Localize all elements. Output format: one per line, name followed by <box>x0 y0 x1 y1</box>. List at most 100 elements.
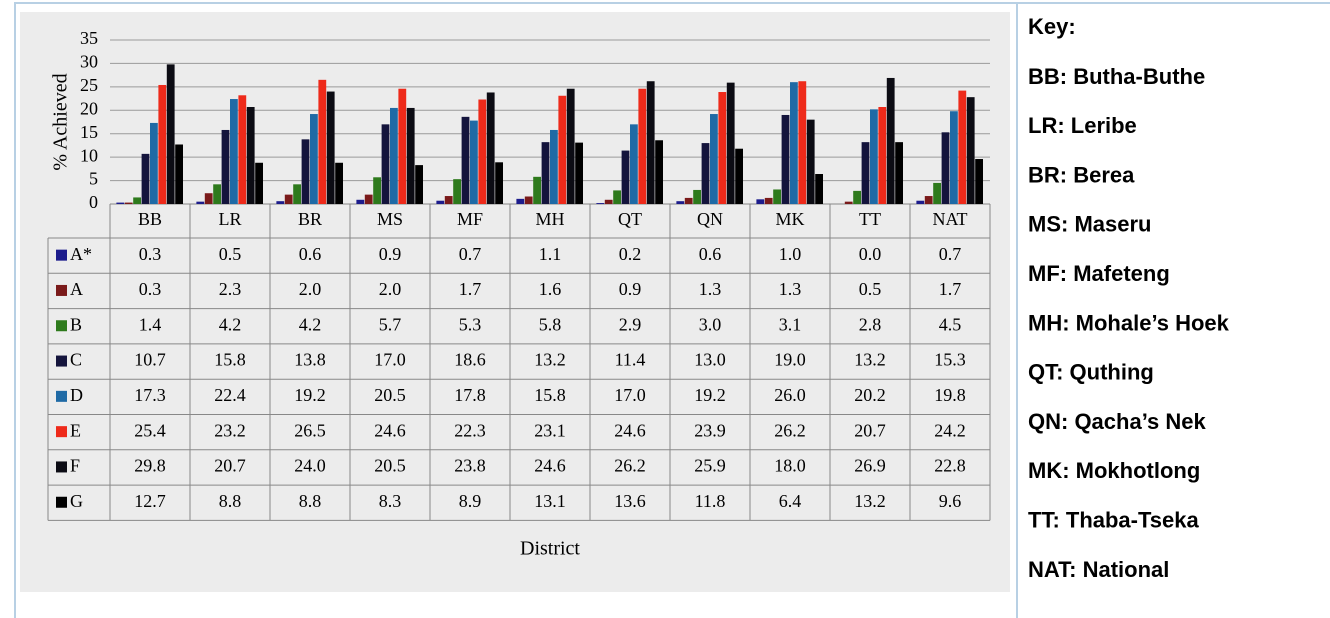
data-label: 0.3 <box>139 279 162 299</box>
legend-swatch <box>56 320 67 332</box>
data-label: 5.8 <box>539 314 562 334</box>
data-label: 20.7 <box>854 420 886 440</box>
key-title: Key: <box>1028 14 1076 39</box>
bar <box>861 142 870 204</box>
x-axis-label: District <box>520 538 580 560</box>
bar <box>701 143 710 204</box>
data-label: 18.0 <box>774 456 806 476</box>
key-item: BR: Berea <box>1028 162 1135 187</box>
bar <box>246 107 255 204</box>
data-label: 13.6 <box>614 491 646 511</box>
data-label: 0.9 <box>379 244 402 264</box>
bar <box>735 148 743 204</box>
bar <box>676 201 685 204</box>
data-label: 9.6 <box>939 491 962 511</box>
data-label: 13.2 <box>534 350 566 370</box>
data-label: 23.2 <box>214 420 246 440</box>
bar <box>613 190 621 204</box>
data-label: 2.3 <box>219 279 242 299</box>
data-label: 0.6 <box>299 244 322 264</box>
bar <box>621 150 630 204</box>
bar <box>726 82 735 204</box>
x-tick-label: BB <box>138 209 162 229</box>
bar <box>870 109 878 204</box>
key-item: MF: Mafeteng <box>1028 261 1170 286</box>
data-label: 0.7 <box>459 244 482 264</box>
data-label: 13.2 <box>854 350 886 370</box>
bar <box>516 198 525 204</box>
bar <box>196 201 205 204</box>
legend-label: G <box>70 491 83 511</box>
data-label: 25.9 <box>694 456 726 476</box>
data-label: 4.5 <box>939 314 962 334</box>
data-label: 2.8 <box>859 314 882 334</box>
data-label: 1.4 <box>139 314 162 334</box>
data-label: 0.0 <box>859 244 882 264</box>
data-label: 13.1 <box>534 491 566 511</box>
bar <box>470 120 478 204</box>
y-tick-label: 30 <box>80 52 98 72</box>
key-item: QT: Quthing <box>1028 360 1154 385</box>
bar <box>773 189 781 204</box>
bar <box>550 129 558 204</box>
bar <box>398 88 407 204</box>
data-label: 2.0 <box>379 279 402 299</box>
bar <box>326 91 335 204</box>
data-label: 20.5 <box>374 456 406 476</box>
data-label: 15.3 <box>934 350 966 370</box>
bar <box>718 92 727 204</box>
data-label: 17.3 <box>134 385 166 405</box>
x-tick-label: MS <box>377 209 403 229</box>
bar <box>150 122 158 204</box>
bar <box>958 90 967 204</box>
bar <box>301 139 310 204</box>
bar <box>133 197 141 204</box>
legend-label: F <box>70 456 80 476</box>
legend-swatch <box>56 496 67 508</box>
legend-label: A <box>70 279 83 299</box>
bar <box>693 189 701 204</box>
bar <box>878 107 887 204</box>
data-label: 8.8 <box>299 491 322 511</box>
x-tick-label: NAT <box>933 209 968 229</box>
y-tick-label: 10 <box>80 145 98 165</box>
key-item: TT: Thaba-Tseka <box>1028 508 1200 533</box>
legend-label: C <box>70 350 82 370</box>
bar <box>310 114 318 204</box>
bar <box>221 129 230 204</box>
y-tick-label: 0 <box>89 192 98 212</box>
bar <box>230 99 238 204</box>
bar <box>524 196 533 204</box>
data-label: 1.6 <box>539 279 562 299</box>
bar <box>116 202 125 204</box>
data-label: 24.0 <box>294 456 326 476</box>
bar <box>453 179 461 204</box>
chart-panel <box>20 12 1010 592</box>
bar <box>604 199 613 204</box>
bar <box>276 201 285 204</box>
y-tick-label: 20 <box>80 98 98 118</box>
bar <box>638 88 647 204</box>
x-tick-label: BR <box>298 209 322 229</box>
data-label: 17.8 <box>454 385 486 405</box>
bar <box>558 95 567 204</box>
bar <box>436 200 445 204</box>
data-label: 24.6 <box>374 420 406 440</box>
bar <box>444 196 453 204</box>
bar <box>781 114 790 204</box>
bar <box>415 165 423 204</box>
bar <box>175 144 183 204</box>
bar <box>158 84 167 204</box>
data-label: 8.8 <box>219 491 242 511</box>
bar <box>238 95 247 204</box>
bar <box>318 79 327 204</box>
data-label: 15.8 <box>534 385 566 405</box>
data-label: 1.0 <box>779 244 802 264</box>
bar <box>533 176 541 204</box>
bar <box>255 162 263 204</box>
data-label: 3.1 <box>779 314 802 334</box>
bar <box>853 190 861 204</box>
data-label: 25.4 <box>134 420 166 440</box>
bar <box>895 142 903 204</box>
